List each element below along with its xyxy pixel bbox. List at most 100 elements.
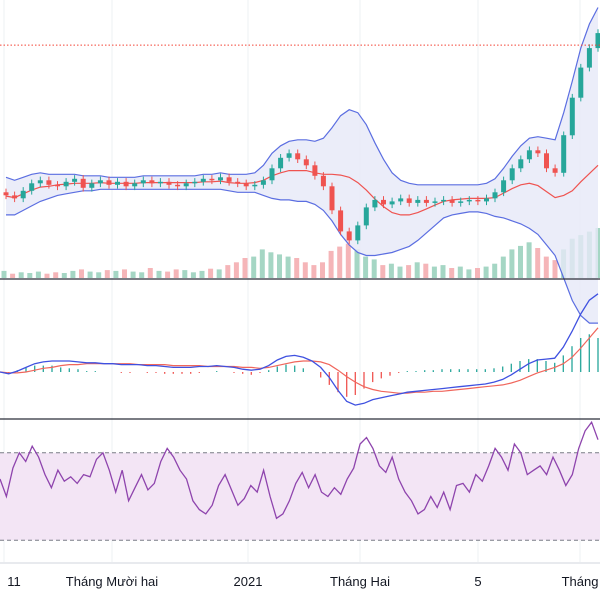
volume-bar <box>311 265 317 278</box>
volume-bar <box>423 263 429 278</box>
candle-body <box>252 184 258 187</box>
volume-bar <box>182 270 188 278</box>
candle-body <box>3 192 9 196</box>
volume-bar <box>483 266 489 278</box>
volume-bar <box>285 256 291 278</box>
candle-body <box>29 183 35 191</box>
volume-bar <box>190 272 196 278</box>
volume-bar <box>199 270 205 278</box>
volume-bar <box>431 266 437 278</box>
candle-body <box>200 178 206 182</box>
volume-bar <box>466 269 472 278</box>
pane-separators <box>0 278 600 564</box>
x-tick-label: 11 <box>7 574 21 589</box>
candle-body <box>149 180 155 184</box>
price-pane <box>0 7 600 324</box>
candle-body <box>586 48 592 68</box>
volume-bar <box>457 266 463 278</box>
volume-bar <box>259 249 265 278</box>
x-tick-label: 2021 <box>234 574 263 589</box>
volume-bar <box>35 271 41 278</box>
candle-body <box>432 201 438 203</box>
candle-body <box>123 181 129 187</box>
candle-body <box>501 180 507 193</box>
candle-body <box>243 183 249 187</box>
volume-bar <box>242 258 248 278</box>
rsi-band-fill <box>0 452 600 541</box>
rsi-pane <box>0 420 600 541</box>
candle-body <box>449 199 455 203</box>
candle-body <box>475 199 481 202</box>
candle-body <box>80 178 86 188</box>
candle-body <box>286 153 292 158</box>
candle-body <box>166 181 172 185</box>
candle-body <box>278 157 284 169</box>
candle-body <box>389 201 395 205</box>
volume-bar <box>492 263 498 278</box>
volume-bar <box>130 271 136 278</box>
volume-bar <box>440 265 446 278</box>
candle-body <box>115 181 120 185</box>
volume-bar <box>165 271 171 278</box>
candle-body <box>363 207 369 226</box>
candle-body <box>372 199 378 208</box>
volume-bar <box>328 250 334 278</box>
volume-bar <box>216 269 222 278</box>
bollinger-basis-line <box>5 164 599 216</box>
candle-body <box>484 198 489 202</box>
volume-bar <box>53 272 59 278</box>
volume-bar <box>406 265 412 278</box>
volume-bar <box>371 259 377 278</box>
volume-bar <box>18 272 24 278</box>
volume-bar <box>277 254 282 278</box>
candle-body <box>441 199 447 202</box>
candle-body <box>260 180 266 185</box>
candle-body <box>140 180 146 184</box>
candle-body <box>320 175 326 187</box>
volume-bar <box>535 248 541 278</box>
candle-body <box>175 184 181 187</box>
volume-bar <box>363 256 369 278</box>
volume-bar <box>397 266 403 278</box>
volume-bar <box>27 273 33 278</box>
bollinger-lower-line <box>6 188 598 324</box>
candle-body <box>63 181 69 187</box>
candle-body <box>12 195 18 199</box>
candle-body <box>157 181 163 184</box>
candle-body <box>526 150 532 160</box>
candle-body <box>97 180 103 184</box>
candle-body <box>535 150 541 154</box>
candle-body <box>406 198 412 203</box>
volume-bar <box>518 245 523 278</box>
volume-bar <box>104 270 110 278</box>
volume-bar <box>225 265 231 278</box>
volume-bar <box>61 273 67 278</box>
volume-bar <box>500 256 506 278</box>
volume-bar <box>173 269 179 278</box>
volume-bar <box>543 256 549 278</box>
volume-bar <box>79 269 84 278</box>
x-axis: 11 Tháng Mười hai 2021 Tháng Hai 5 Tháng <box>7 574 598 589</box>
volume-bar <box>302 262 308 278</box>
candle-body <box>561 135 567 173</box>
volume-bar <box>10 273 16 278</box>
candle-body <box>55 184 60 187</box>
volume-bar <box>414 262 420 278</box>
candle-body <box>458 201 464 203</box>
candle-body <box>89 183 95 188</box>
volume-bar <box>320 262 325 278</box>
macd-line <box>0 293 599 406</box>
candle-body <box>415 199 421 203</box>
volume-bar <box>345 243 351 278</box>
macd-signal-line <box>0 327 599 394</box>
candle-body <box>338 210 344 232</box>
x-tick-label: 5 <box>474 574 481 589</box>
candle-body <box>569 97 575 136</box>
volume-bar <box>70 270 76 278</box>
candle-body <box>106 180 112 185</box>
candle-body <box>183 183 189 187</box>
candle-body <box>595 33 600 49</box>
candle-body <box>303 159 309 166</box>
